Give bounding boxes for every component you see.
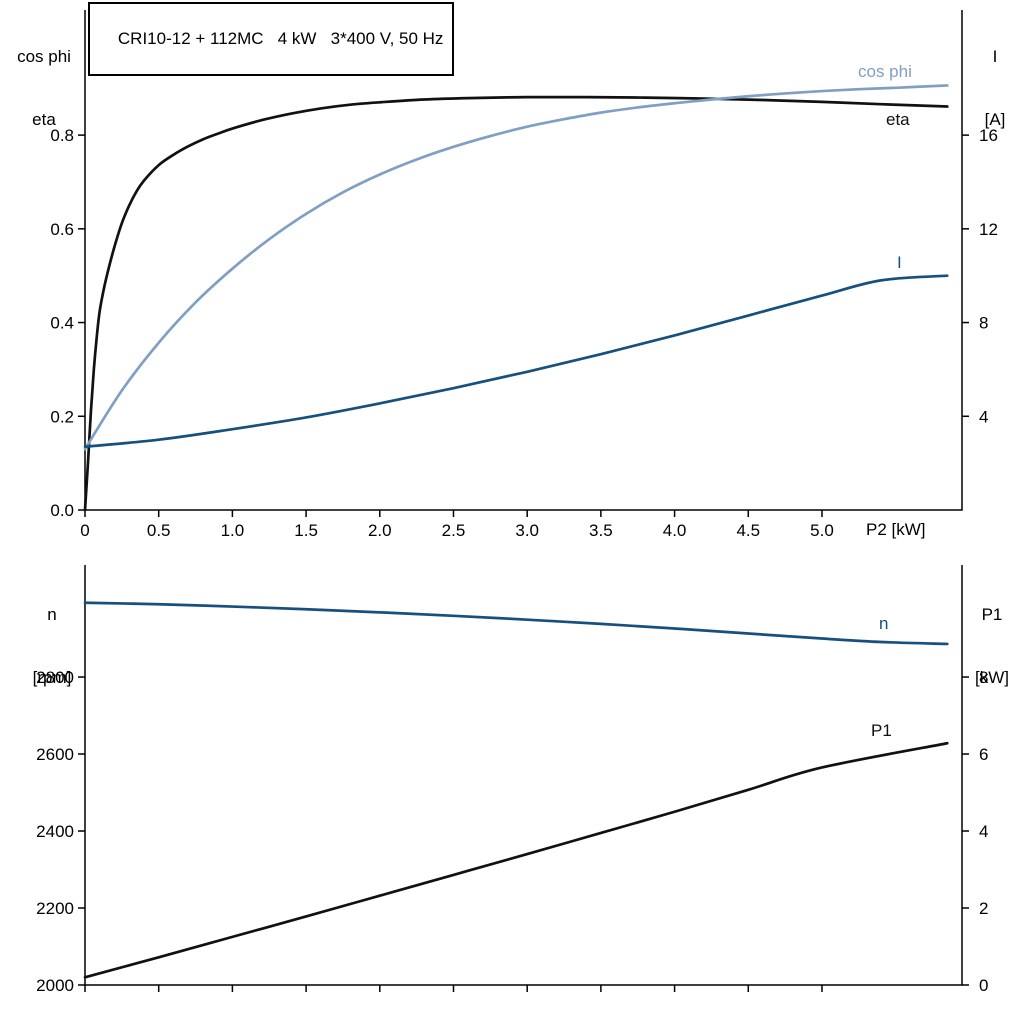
svg-text:0.0: 0.0 (50, 501, 74, 520)
cos-phi-curve-label: cos phi (858, 62, 912, 81)
svg-text:2400: 2400 (36, 822, 74, 841)
svg-text:4.5: 4.5 (736, 521, 760, 540)
svg-text:2600: 2600 (36, 745, 74, 764)
eta-curve-label: eta (886, 110, 910, 129)
svg-text:2800: 2800 (36, 668, 74, 687)
svg-text:3.0: 3.0 (515, 521, 539, 540)
svg-text:16: 16 (979, 126, 998, 145)
svg-text:0: 0 (80, 521, 89, 540)
svg-text:0.6: 0.6 (50, 220, 74, 239)
top-left-axis-label-line2: eta (32, 110, 56, 129)
svg-text:4: 4 (979, 822, 988, 841)
svg-text:2.0: 2.0 (368, 521, 392, 540)
svg-text:0: 0 (979, 976, 988, 995)
svg-text:3.5: 3.5 (589, 521, 613, 540)
chart-title: CRI10-12 + 112MC 4 kW 3*400 V, 50 Hz (117, 29, 444, 48)
svg-text:0.8: 0.8 (50, 126, 74, 145)
bottom-left-axis-label: n [rpm] (16, 562, 88, 730)
bottom-left-axis-label-line1: n (47, 605, 57, 624)
svg-text:8: 8 (979, 668, 988, 687)
svg-text:2000: 2000 (36, 976, 74, 995)
bottom-right-axis-label-line1: P1 (981, 605, 1003, 624)
svg-text:1.5: 1.5 (294, 521, 318, 540)
svg-text:12: 12 (979, 220, 998, 239)
svg-text:1.0: 1.0 (221, 521, 245, 540)
svg-text:4.0: 4.0 (663, 521, 687, 540)
top-left-axis-label-line1: cos phi (17, 47, 71, 66)
bottom-right-axis-label-line2: [kW] (975, 668, 1009, 687)
chart-title-box: CRI10-12 + 112MC 4 kW 3*400 V, 50 Hz (88, 2, 455, 76)
speed-curve-label: n (879, 614, 889, 633)
svg-text:0.2: 0.2 (50, 407, 74, 426)
top-right-axis-label-line1: I (992, 47, 998, 66)
svg-text:2: 2 (979, 899, 988, 918)
svg-text:6: 6 (979, 745, 988, 764)
svg-text:8: 8 (979, 314, 988, 333)
svg-text:5.0: 5.0 (810, 521, 834, 540)
top-left-axis-label: cos phi eta (5, 4, 83, 172)
bottom-left-axis-label-line2: [rpm] (32, 668, 72, 687)
svg-text:2.5: 2.5 (442, 521, 466, 540)
current-curve-label: I (897, 253, 902, 272)
svg-text:0.4: 0.4 (50, 314, 74, 333)
bottom-right-axis-label: P1 [kW] (964, 562, 1020, 730)
x-axis-title: P2 [kW] (866, 520, 926, 539)
svg-text:4: 4 (979, 407, 988, 426)
p1-curve-label: P1 (871, 721, 892, 740)
svg-text:2200: 2200 (36, 899, 74, 918)
top-right-axis-label: I [A] (971, 4, 1019, 172)
svg-text:0.5: 0.5 (147, 521, 171, 540)
top-right-axis-label-line2: [A] (984, 110, 1006, 129)
